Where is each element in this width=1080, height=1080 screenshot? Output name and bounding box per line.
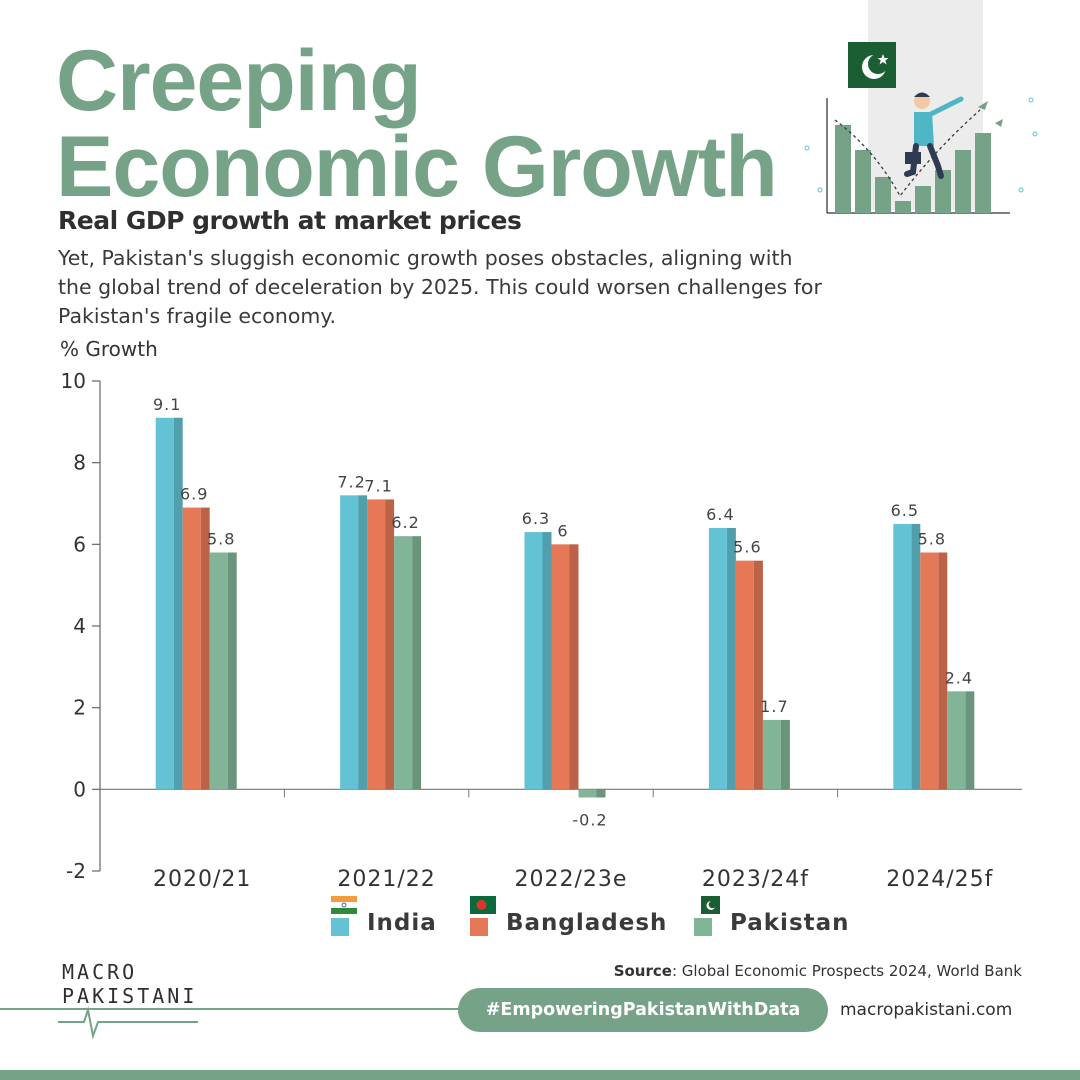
macro-pakistani-logo: MACRO PAKISTANI [58, 960, 198, 1040]
bar-side [753, 560, 763, 790]
bar [182, 507, 201, 790]
bar-value-label: 9.1 [153, 395, 181, 414]
title-line-2: Economic Growth [56, 119, 778, 215]
website-link[interactable]: macropakistani.com [840, 1000, 1013, 1020]
pakistan-legend-flag-icon [694, 896, 720, 914]
x-tick-label: 2021/22 [337, 867, 435, 892]
logo-line-2: PAKISTANI [62, 984, 198, 1008]
bar [708, 528, 727, 790]
bar-side [938, 552, 948, 790]
y-tick-label: 8 [73, 451, 86, 475]
bottom-accent-bar [0, 1070, 1080, 1080]
bar-value-label: 2.4 [945, 668, 973, 687]
bar-value-label: 1.7 [760, 697, 788, 716]
legend-label-pakistan: Pakistan [730, 910, 850, 936]
y-tick-label: 4 [73, 614, 86, 638]
bar-side [173, 417, 183, 790]
bar [155, 417, 174, 790]
bar-side [965, 691, 975, 790]
bar-side [569, 544, 579, 790]
source-text: : Global Economic Prospects 2024, World … [671, 962, 1022, 980]
bar-value-label: 6.4 [706, 505, 734, 524]
mini-bar-chart-icon [826, 98, 1010, 214]
growth-illustration [804, 0, 1038, 214]
bar-value-label: 6.9 [180, 485, 208, 504]
bar-side [542, 532, 552, 790]
x-tick-label: 2022/23e [515, 867, 628, 892]
bar [762, 719, 781, 790]
y-tick-label: -2 [66, 859, 86, 883]
gdp-bar-chart: 10 8 6 4 2 0 -2 9.1 6.9 5.8 7.27.1 6.2 6.3 6 -0.2 6.4 5… [61, 369, 1022, 892]
bar [920, 552, 939, 790]
bar-value-label: 7.1 [364, 476, 392, 495]
legend-label-india: India [367, 910, 437, 936]
title-line-1: Creeping [56, 33, 422, 129]
pakistan-flag-icon [832, 42, 896, 88]
bar-side [227, 552, 237, 790]
bar [735, 560, 754, 790]
bar [340, 495, 359, 790]
bar-side [200, 507, 210, 790]
bar-series: 9.1 6.9 5.8 7.27.1 6.2 6.3 6 -0.2 6.4 5.6 1.7 6.5 5.… [153, 395, 975, 830]
bar [394, 536, 413, 790]
legend-label-bangladesh: Bangladesh [506, 910, 668, 936]
bar-side [358, 495, 368, 790]
bar [209, 552, 228, 790]
india-swatch [331, 918, 349, 936]
bar [578, 789, 597, 798]
bar [524, 532, 543, 790]
bar [551, 544, 570, 790]
bar-value-label: 6.2 [391, 513, 419, 532]
hashtag-badge: #EmpoweringPakistanWithData [458, 988, 828, 1032]
bar-value-label: -0.2 [572, 811, 607, 830]
heartbeat-icon [58, 1006, 198, 1040]
y-tick-label: 0 [73, 777, 86, 801]
source-note: Source: Global Economic Prospects 2024, … [614, 962, 1022, 980]
chart-subtitle: Real GDP growth at market prices [58, 206, 522, 235]
sparkle-arrows-icon [804, 97, 1038, 193]
bangladesh-swatch [470, 918, 488, 936]
bar-value-label: 7.2 [337, 472, 365, 491]
footer-rule [0, 1008, 460, 1010]
bar-side [726, 528, 736, 790]
india-flag-icon [331, 896, 357, 914]
bar [947, 691, 966, 790]
chart-description: Yet, Pakistan's sluggish economic growth… [58, 246, 822, 328]
y-tick-label: 10 [61, 369, 86, 393]
bar-side [596, 789, 606, 798]
y-tick-label: 6 [73, 532, 86, 556]
bar [893, 523, 912, 790]
bar-side [385, 499, 395, 790]
bar-side [412, 536, 422, 790]
x-tick-label: 2020/21 [153, 867, 251, 892]
bar-value-label: 6.5 [891, 501, 919, 520]
logo-line-1: MACRO [62, 960, 138, 984]
x-tick-label: 2023/24f [702, 867, 809, 892]
x-tick-label: 2024/25f [886, 867, 993, 892]
pakistan-swatch [694, 918, 712, 936]
bar-side [780, 719, 790, 790]
y-axis-label: % Growth [60, 337, 158, 361]
bar-value-label: 6 [557, 521, 568, 540]
page-title: Creeping Economic Growth [56, 38, 778, 210]
bar-value-label: 5.8 [207, 530, 235, 549]
bar-value-label: 5.6 [733, 538, 761, 557]
bangladesh-flag-icon [470, 896, 496, 914]
y-tick-label: 2 [73, 696, 86, 720]
bar-value-label: 6.3 [522, 509, 550, 528]
x-axis-labels: 2020/21 2021/22 2022/23e 2023/24f 2024/25f [153, 789, 993, 892]
bar-value-label: 5.8 [918, 530, 946, 549]
businessman-icon [904, 92, 964, 179]
bar [367, 499, 386, 790]
bar-side [911, 523, 921, 790]
source-label: Source [613, 962, 672, 980]
y-axis: 10 8 6 4 2 0 -2 [61, 369, 1022, 883]
